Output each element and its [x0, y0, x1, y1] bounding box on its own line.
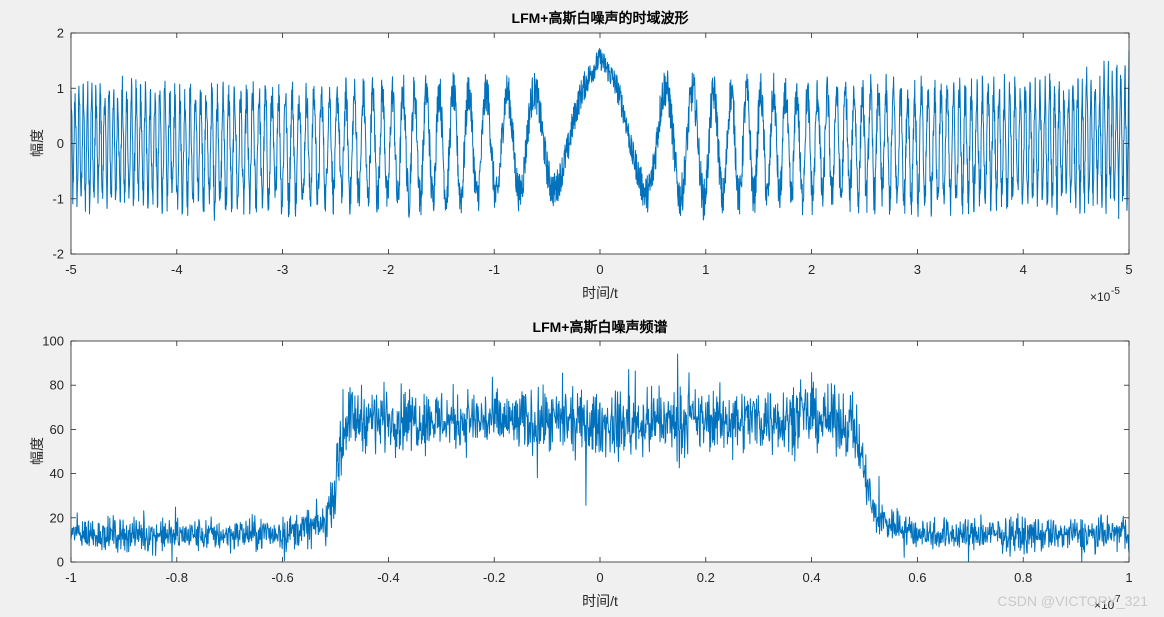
- x-tick-label: -1: [65, 570, 77, 585]
- x-tick-label: -3: [277, 262, 289, 277]
- y-tick-label: 80: [50, 378, 64, 393]
- spectrum-x-ticks: -1 -0.8 -0.6 -0.4 -0.2 0 0.2 0.4 0.6 0.8 1: [65, 341, 1133, 585]
- x-tick-label: -5: [65, 262, 77, 277]
- x-tick-label: -1: [488, 262, 500, 277]
- x-tick-label: 0: [596, 262, 603, 277]
- time-domain-title: LFM+高斯白噪声的时域波形: [512, 10, 689, 26]
- spectrum-axes: -1 -0.8 -0.6 -0.4 -0.2 0 0.2 0.4 0.6 0.8 1 0 20 40 60…: [29, 319, 1133, 612]
- x-tick-label: 1: [1125, 570, 1132, 585]
- x-tick-label: -2: [383, 262, 395, 277]
- time-domain-series-line: [70, 48, 1130, 221]
- x-tick-label: 0.2: [697, 570, 715, 585]
- time-domain-y-label: 幅度: [29, 129, 45, 157]
- time-domain-x-multiplier: ×10: [1090, 290, 1111, 304]
- x-tick-label: -0.8: [166, 570, 188, 585]
- y-tick-label: 0: [57, 136, 64, 151]
- x-tick-label: 0.8: [1014, 570, 1032, 585]
- time-domain-y-ticks: -2 -1 0 1 2: [52, 26, 1129, 262]
- x-tick-label: -0.6: [271, 570, 293, 585]
- y-tick-label: 1: [57, 81, 64, 96]
- y-tick-label: 40: [50, 466, 64, 481]
- spectrum-y-label: 幅度: [29, 437, 45, 465]
- y-tick-label: 2: [57, 26, 64, 41]
- x-tick-label: -0.4: [377, 570, 399, 585]
- x-tick-label: 0.6: [908, 570, 926, 585]
- x-tick-label: 0: [596, 570, 603, 585]
- time-domain-signal-trace: [70, 48, 1130, 221]
- spectrum-title: LFM+高斯白噪声频谱: [533, 319, 668, 335]
- spectrum-x-multiplier: ×10: [1094, 598, 1115, 612]
- x-tick-label: 5: [1125, 262, 1132, 277]
- spectrum-series-line: [70, 353, 1130, 563]
- x-tick-label: 3: [914, 262, 921, 277]
- x-tick-label: 4: [1020, 262, 1027, 277]
- spectrum-y-ticks: 0 20 40 60 80 100: [42, 334, 1129, 570]
- y-tick-label: -1: [52, 191, 64, 206]
- y-tick-label: 100: [42, 334, 64, 349]
- y-tick-label: 0: [57, 555, 64, 570]
- spectrum-plot-area: [71, 341, 1129, 562]
- time-domain-x-label: 时间/t: [582, 285, 618, 301]
- y-tick-label: 60: [50, 422, 64, 437]
- y-tick-label: -2: [52, 247, 64, 262]
- x-tick-label: 2: [808, 262, 815, 277]
- time-domain-x-exponent: -5: [1111, 286, 1120, 297]
- spectrum-x-label: 时间/t: [582, 593, 618, 609]
- spectrum-x-exponent: 7: [1115, 594, 1121, 605]
- time-domain-plot-area: [71, 33, 1129, 254]
- watermark: CSDN @VICTORY_321: [997, 593, 1148, 609]
- x-tick-label: -0.2: [483, 570, 505, 585]
- x-tick-label: 0.4: [803, 570, 821, 585]
- x-tick-label: 1: [702, 262, 709, 277]
- x-tick-label: -4: [171, 262, 183, 277]
- time-domain-x-ticks: -5 -4 -3 -2 -1 0 1 2 3 4 5: [65, 33, 1133, 277]
- y-tick-label: 20: [50, 510, 64, 525]
- spectrum-signal-trace: [70, 353, 1130, 563]
